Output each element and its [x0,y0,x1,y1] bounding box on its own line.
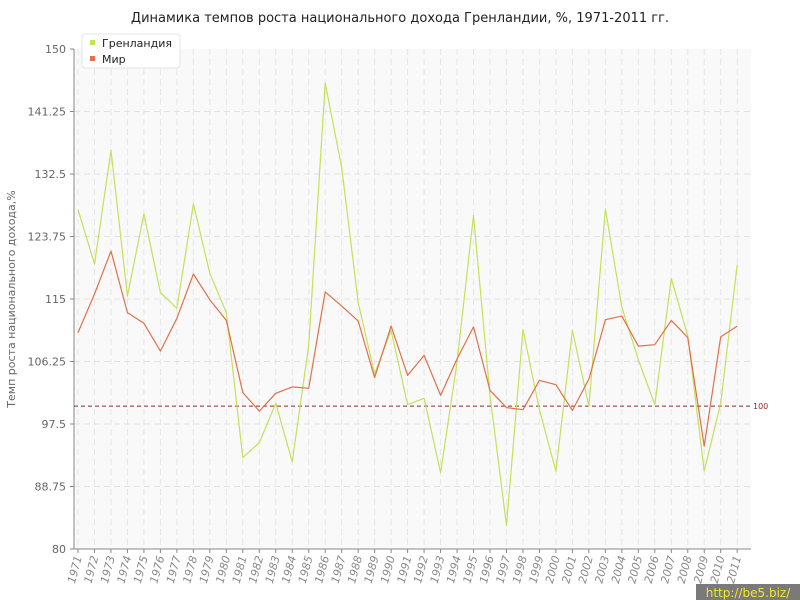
legend-swatch-greenland [90,40,95,45]
legend-label-greenland[interactable]: Гренландия [102,37,172,50]
series-line-greenland [77,82,738,527]
y-tick-label: 88.75 [35,481,67,494]
legend-box [81,33,181,69]
y-tick-label: 115 [45,293,66,306]
legend-swatch-world [90,56,95,61]
watermark[interactable]: http://be5.biz/ [696,584,800,600]
y-axis-ticks: 150 141.25 132.5 123.75 115 106.25 97.5 88.75 80 [28,43,74,556]
chart-title: Динамика темпов роста национального дохо… [131,11,669,26]
series-line-world [77,250,738,447]
reference-line: 100 [74,402,768,411]
watermark-background [696,584,800,600]
watermark-link[interactable]: http://be5.biz/ [706,586,791,600]
y-tick-label: 80 [52,543,66,556]
reference-line-label: 100 [753,402,768,411]
legend-label-world[interactable]: Мир [102,53,126,66]
y-tick-label: 106.25 [28,356,67,369]
y-tick-label: 123.75 [28,231,67,244]
x-axis-ticks: 1971197219731974197519761977197819791980… [65,549,744,585]
legend[interactable]: Гренландия Мир [81,33,181,69]
y-tick-label: 141.25 [28,106,67,119]
y-tick-label: 150 [45,43,66,56]
series-lines [77,82,738,527]
y-tick-label: 132.5 [35,168,67,181]
y-axis-label: Темп роста национального дохода,% [5,190,18,408]
y-tick-label: 97.5 [42,418,67,431]
